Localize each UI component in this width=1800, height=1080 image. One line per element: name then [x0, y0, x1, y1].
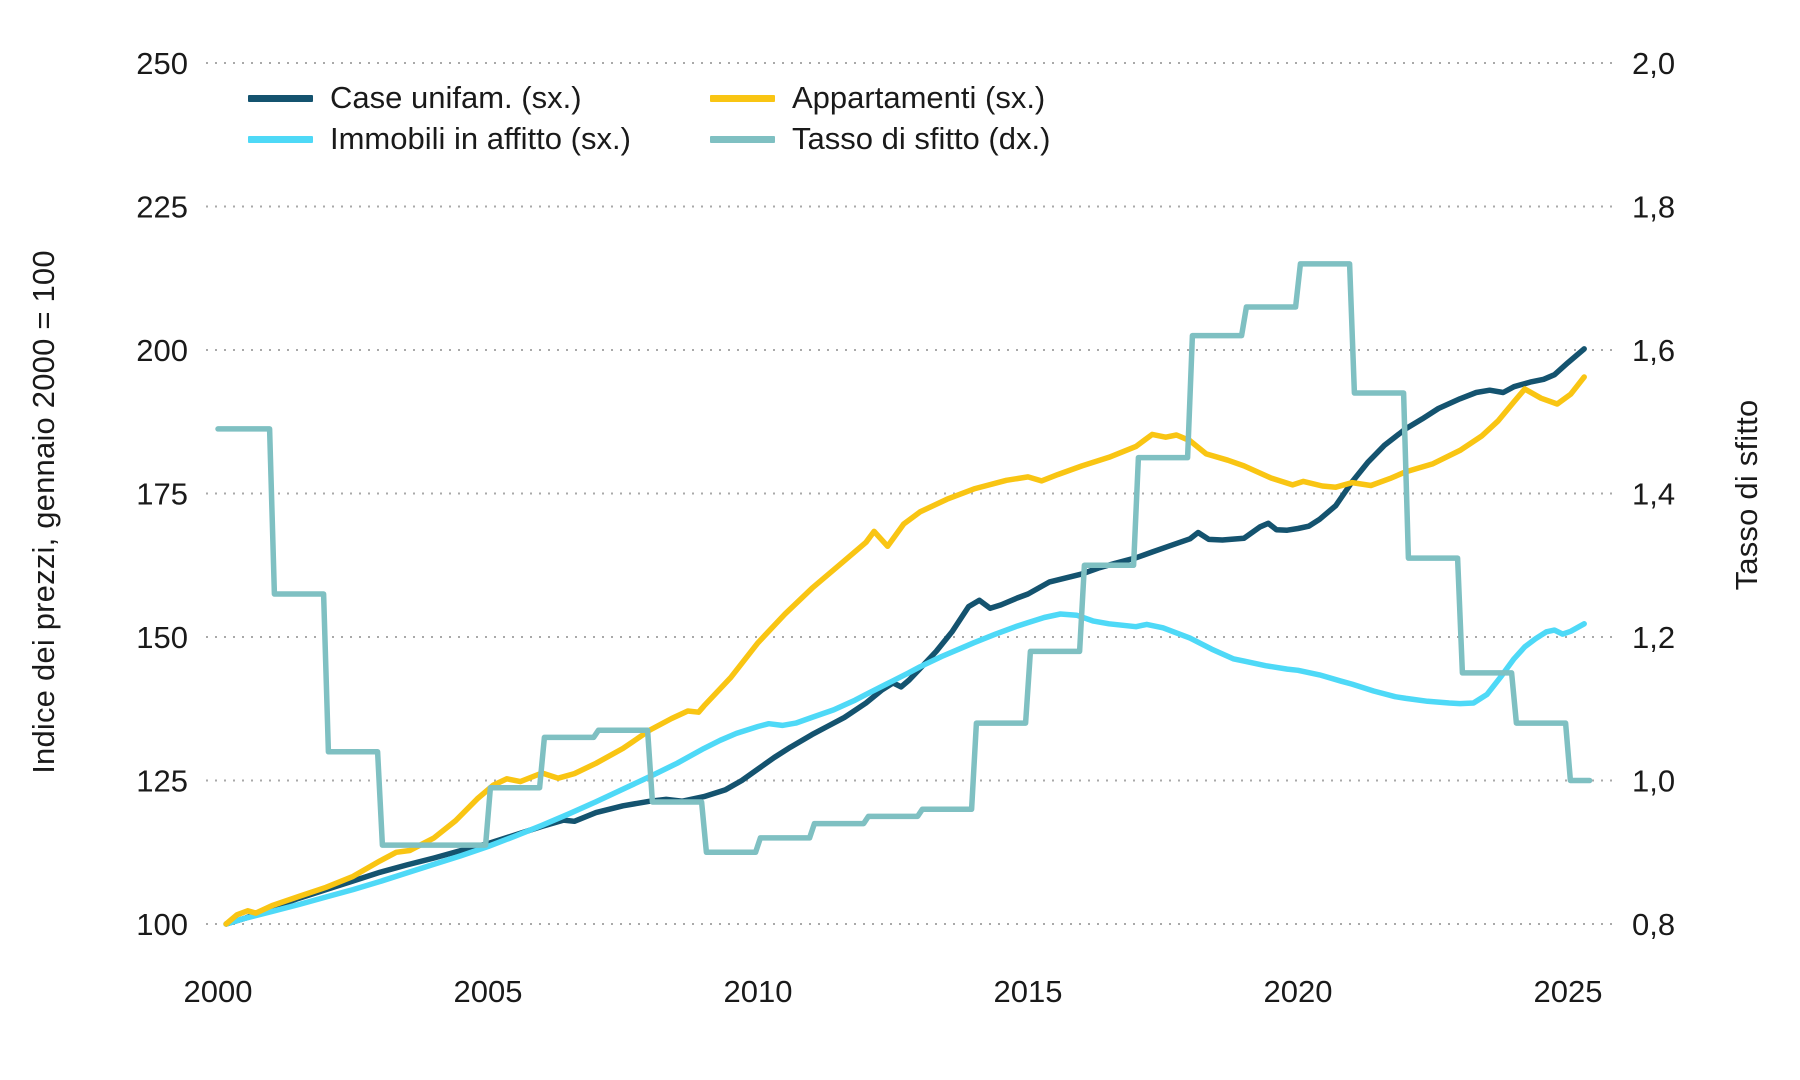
series-line-appartamenti-sx: [223, 374, 1587, 927]
left-axis-tick-250: 250: [136, 46, 188, 81]
right-axis-tick-1,4: 1,4: [1632, 477, 1675, 512]
legend-item-tasso-sfitto: Tasso di sfitto (dx.): [710, 119, 1050, 159]
legend-label-appartamenti: Appartamenti (sx.): [792, 80, 1046, 115]
left-axis-tick-150: 150: [136, 620, 188, 655]
left-axis-tick-200: 200: [136, 333, 188, 368]
legend-swatch-immobili-affitto-icon: [248, 135, 313, 143]
x-axis-tick-2015: 2015: [994, 974, 1063, 1009]
right-axis-tick-1,0: 1,0: [1632, 764, 1675, 799]
left-axis-tick-125: 125: [136, 764, 188, 799]
legend-label-case-unifam: Case unifam. (sx.): [330, 80, 582, 115]
right-axis-tick-1,8: 1,8: [1632, 190, 1675, 225]
legend-item-immobili-affitto: Immobili in affitto (sx.): [248, 119, 631, 159]
right-axis-tick-1,2: 1,2: [1632, 620, 1675, 655]
right-axis-tick-2,0: 2,0: [1632, 46, 1675, 81]
series-line-immobili-in-affitto-sx: [223, 611, 1587, 927]
x-axis-tick-2005: 2005: [454, 974, 523, 1009]
right-axis-tick-0,8: 0,8: [1632, 907, 1675, 942]
x-axis-tick-2020: 2020: [1264, 974, 1333, 1009]
legend-swatch-tasso-sfitto-icon: [710, 135, 775, 143]
x-axis-tick-2025: 2025: [1534, 974, 1603, 1009]
legend-item-case-unifam: Case unifam. (sx.): [248, 78, 582, 118]
left-axis-title: Indice dei prezzi, gennaio 2000 = 100: [26, 250, 61, 774]
x-axis-tick-2010: 2010: [724, 974, 793, 1009]
legend-swatch-appartamenti-icon: [710, 94, 775, 102]
series-line-case-unifam-sx: [223, 346, 1587, 927]
legend-label-tasso-sfitto: Tasso di sfitto (dx.): [792, 121, 1051, 156]
left-axis-tick-225: 225: [136, 190, 188, 225]
left-axis-tick-175: 175: [136, 477, 188, 512]
right-axis-title: Tasso di sfitto: [1729, 399, 1764, 591]
legend-swatch-case-unifam-icon: [248, 94, 313, 102]
x-axis-tick-2000: 2000: [184, 974, 253, 1009]
right-axis-tick-1,6: 1,6: [1632, 333, 1675, 368]
series-line-tasso-di-sfitto-dx: [215, 261, 1593, 856]
left-axis-tick-100: 100: [136, 907, 188, 942]
legend-item-appartamenti: Appartamenti (sx.): [710, 78, 1045, 118]
legend-label-immobili-affitto: Immobili in affitto (sx.): [330, 121, 631, 156]
